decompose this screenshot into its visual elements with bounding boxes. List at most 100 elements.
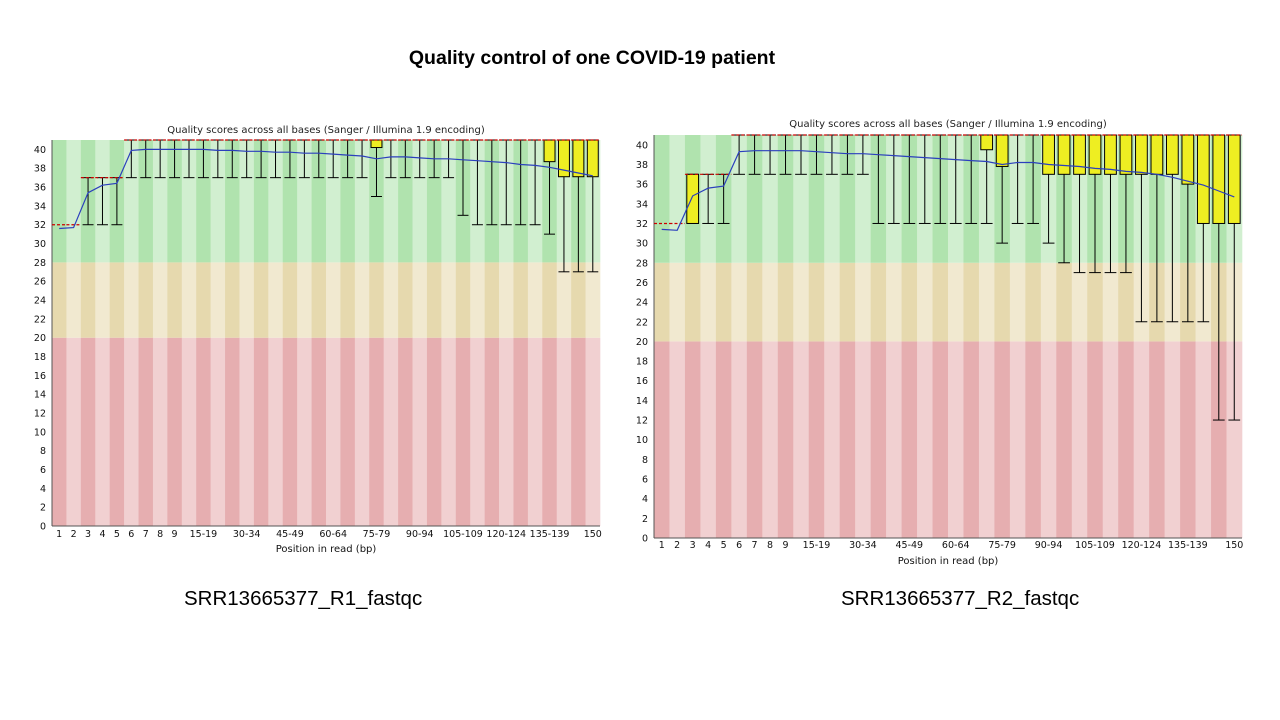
r2-zone-poor-stripe [886,341,902,538]
r2-x-tick-label: 45-49 [896,540,924,551]
r1-zone-reasonable-stripe [470,262,485,338]
r1-zone-reasonable-stripe [542,262,558,338]
r2-y-tick-label: 14 [636,396,648,407]
r2-x-tick-label: 90-94 [1035,540,1063,551]
r2-zone-reasonable-stripe [1071,262,1088,342]
r1-zone-poor-stripe [95,337,110,526]
r2-zone-poor-stripe [793,341,810,538]
r2-zone-reasonable-stripe [700,262,717,342]
r2-zone-poor-stripe [731,341,748,538]
r2-zone-poor-stripe [1056,341,1073,538]
r1-x-tick-label: 30-34 [233,529,261,540]
r2-y-tick-label: 24 [636,298,648,309]
r1-y-tick-label: 20 [34,333,46,344]
r1-zone-reasonable-stripe [138,262,154,338]
r1-zone-poor-stripe [398,337,413,526]
r2-zone-poor-stripe [684,341,701,538]
r1-zone-reasonable-stripe [152,262,168,338]
r2-x-tick-label: 120-124 [1122,540,1162,551]
r1-y-tick-label: 8 [40,446,46,457]
r1-y-tick-label: 0 [40,522,46,533]
r2-box [1212,134,1226,224]
r1-zone-good-stripe [124,140,139,263]
r2-zone-reasonable-stripe [684,262,701,342]
r2-zone-poor-stripe [901,341,918,538]
r2-zone-poor-stripe [700,341,717,538]
r1-zone-poor-stripe [253,337,269,526]
r2-zone-reasonable-stripe [870,262,887,342]
r1-x-tick-label: 5 [114,529,120,540]
r2-y-tick-label: 10 [636,435,648,446]
r1-zone-poor-stripe [527,337,543,526]
r1-zone-poor-stripe [268,337,284,526]
r1-zone-poor-stripe [455,337,471,526]
r2-y-tick-label: 30 [636,239,648,250]
r2-zone-poor-stripe [746,341,763,538]
r1-zone-reasonable-stripe [239,262,255,338]
r1-x-tick-label: 60-64 [319,529,347,540]
r1-y-tick-label: 34 [34,201,46,212]
r1-x-tick-label: 105-109 [443,529,483,540]
r1-zone-good-stripe [282,140,298,263]
r1-y-tick-label: 36 [34,183,46,194]
r1-zone-reasonable-stripe [268,262,284,338]
r2-zone-poor-stripe [839,341,856,538]
r2-zone-poor-stripe [777,341,794,538]
r2-box [1227,134,1241,224]
r1-y-tick-label: 6 [40,465,46,476]
r1-y-tick-label: 16 [34,371,46,382]
r2-zone-poor-stripe [1118,341,1134,538]
r1-y-tick-label: 4 [40,484,46,495]
r1-x-tick-label: 150 [584,529,602,540]
r2-x-tick-label: 60-64 [942,540,970,551]
r2-box [995,134,1009,167]
r1-zone-reasonable-stripe [571,262,586,338]
r2-zone-good-stripe [839,135,856,263]
r1-zone-poor-stripe [326,337,341,526]
r2-zone-poor-stripe [978,341,995,538]
r1-y-tick-label: 38 [34,164,46,175]
r1-zone-reasonable-stripe [297,262,312,338]
r2-zone-reasonable-stripe [855,262,871,342]
r2-zone-good-stripe [808,135,825,263]
r1-zone-reasonable-stripe [556,262,572,338]
r1-zone-poor-stripe [426,337,442,526]
r1-zone-reasonable-stripe [95,262,110,338]
r2-box [980,134,994,151]
r1-x-tick-label: 4 [99,529,105,540]
r2-zone-poor-stripe [1164,341,1181,538]
r1-zone-poor-stripe [354,337,370,526]
r2-zone-reasonable-stripe [1025,262,1042,342]
r2-chart-title: Quality scores across all bases (Sanger … [789,119,1107,130]
r1-zone-good-stripe [369,140,384,263]
r1-zone-poor-stripe [225,337,240,526]
r1-zone-reasonable-stripe [441,262,457,338]
r2-x-tick-label: 135-139 [1168,540,1208,551]
r1-zone-reasonable-stripe [167,262,183,338]
r2-zone-poor-stripe [1040,341,1057,538]
r1-x-tick-label: 6 [128,529,134,540]
r2-zone-good-stripe [855,135,871,263]
r2-zone-reasonable-stripe [1056,262,1073,342]
r2-y-tick-label: 38 [636,160,648,171]
r1-zone-poor-stripe [484,337,500,526]
r1-zone-reasonable-stripe [181,262,197,338]
r1-zone-reasonable-stripe [354,262,370,338]
r1-zone-reasonable-stripe [398,262,413,338]
r2-x-tick-label: 2 [674,540,680,551]
r2-x-tick-label: 5 [721,540,727,551]
r2-x-axis-label: Position in read (bp) [898,556,999,567]
r2-y-tick-label: 2 [642,514,648,525]
r1-zone-poor-stripe [585,337,601,526]
r1-zone-poor-stripe [513,337,529,526]
r2-zone-poor-stripe [762,341,779,538]
r2-zone-reasonable-stripe [808,262,825,342]
r1-zone-good-stripe [354,140,370,263]
r1-x-tick-label: 1 [56,529,62,540]
r1-zone-reasonable-stripe [340,262,356,338]
r1-y-tick-label: 32 [34,220,46,231]
r1-zone-reasonable-stripe [412,262,428,338]
r2-zone-poor-stripe [1071,341,1088,538]
r1-zone-poor-stripe [210,337,226,526]
r2-zone-poor-stripe [855,341,871,538]
